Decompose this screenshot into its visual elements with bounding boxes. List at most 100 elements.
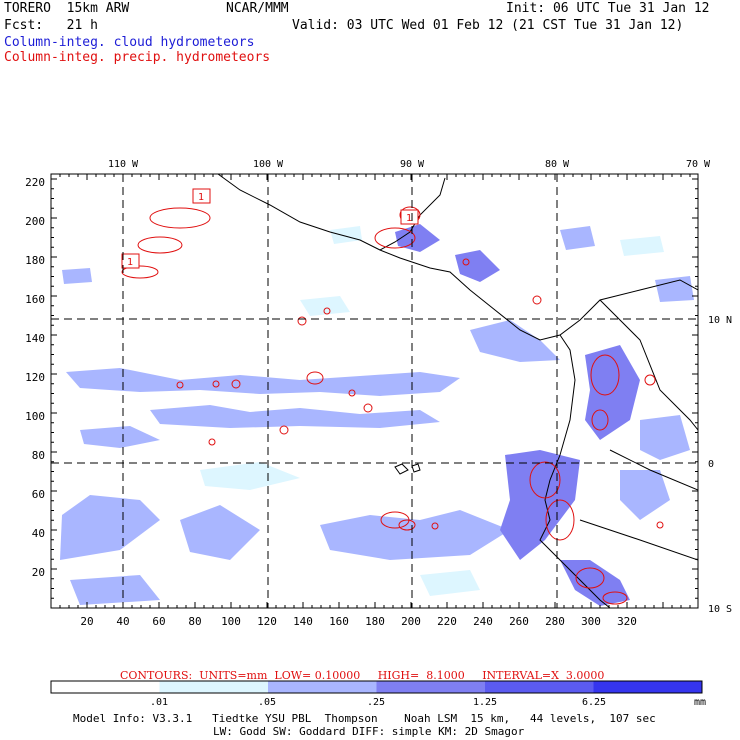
colombia-border bbox=[599, 299, 698, 431]
contour-line bbox=[644, 374, 656, 386]
contour-label: 1 bbox=[406, 213, 412, 224]
center-name: NCAR/MMM bbox=[226, 1, 289, 16]
lat-label: 10 N bbox=[708, 315, 732, 326]
x-tick-label: 260 bbox=[509, 615, 529, 628]
contour-line bbox=[149, 207, 211, 229]
valid-time: Valid: 03 UTC Wed 01 Feb 12 (21 CST Tue … bbox=[292, 18, 684, 33]
contour-line bbox=[656, 521, 664, 529]
cloud-area bbox=[620, 470, 670, 520]
legend-swatch bbox=[159, 681, 269, 693]
color-legend: .01 .05 .25 1.25 6.25 mm bbox=[50, 680, 706, 708]
lat-labels: 10 N 0 10 S bbox=[708, 315, 732, 615]
contour-label-box bbox=[192, 188, 211, 204]
cloud-area bbox=[655, 276, 694, 302]
cloud-area bbox=[60, 495, 160, 560]
y-tick-label: 80 bbox=[32, 449, 45, 462]
contour-line bbox=[591, 409, 609, 431]
cloud-area bbox=[200, 462, 300, 490]
x-tick-label: 280 bbox=[545, 615, 565, 628]
legend-threshold: .05 bbox=[258, 697, 276, 708]
legend-threshold: .01 bbox=[150, 697, 168, 708]
contour-line bbox=[137, 236, 183, 254]
contour-label: 1 bbox=[127, 257, 133, 268]
cloud-area bbox=[300, 296, 350, 316]
legend-swatch bbox=[593, 681, 703, 693]
ecuador-border bbox=[609, 449, 698, 491]
legend-swatch bbox=[376, 681, 486, 693]
shaded-fields bbox=[60, 224, 694, 606]
x-tick-label: 40 bbox=[116, 615, 129, 628]
x-tick-label: 180 bbox=[365, 615, 385, 628]
y-tick-label: 20 bbox=[32, 566, 45, 579]
galapagos bbox=[411, 463, 421, 473]
contour-line bbox=[575, 567, 605, 589]
contour-line bbox=[374, 227, 416, 249]
contour-label-box bbox=[400, 209, 419, 225]
lon-labels: 110 W 100 W 90 W 80 W 70 W bbox=[108, 159, 711, 170]
cloud-area bbox=[620, 236, 664, 256]
lat-label: 10 S bbox=[708, 604, 732, 615]
x-tick-label: 100 bbox=[221, 615, 241, 628]
south-america-coast bbox=[539, 334, 611, 608]
init-time: Init: 06 UTC Tue 31 Jan 12 bbox=[506, 1, 710, 16]
legend-swatch bbox=[485, 681, 594, 693]
cloud-area bbox=[180, 505, 260, 560]
model-title: TORERO 15km ARW bbox=[4, 1, 130, 16]
y-tick-label: 160 bbox=[25, 293, 45, 306]
axis-ticks bbox=[50, 174, 698, 609]
x-tick-label: 300 bbox=[581, 615, 601, 628]
legend-threshold: 6.25 bbox=[582, 697, 606, 708]
legend-swatches bbox=[51, 681, 703, 693]
forecast-hour: Fcst: 21 h bbox=[4, 18, 98, 33]
contour-line bbox=[590, 354, 620, 396]
peru-border bbox=[579, 519, 698, 561]
contour-line bbox=[121, 265, 159, 279]
contour-line bbox=[431, 522, 439, 530]
contour-line bbox=[398, 519, 416, 531]
cloud-area bbox=[420, 570, 480, 596]
contour-line bbox=[363, 403, 373, 413]
x-tick-label: 120 bbox=[257, 615, 277, 628]
contour-line bbox=[279, 425, 289, 435]
contour-label: 1 bbox=[198, 192, 204, 203]
legend-swatch bbox=[51, 681, 160, 693]
precip-field-title: Column-integ. precip. hydrometeors bbox=[4, 50, 271, 65]
contour-line bbox=[208, 438, 216, 446]
galapagos bbox=[394, 463, 409, 475]
grid-x-labels: 20 40 60 80 100 120 140 160 180 200 220 … bbox=[80, 615, 637, 628]
y-tick-label: 40 bbox=[32, 527, 45, 540]
contour-line bbox=[545, 499, 575, 541]
y-tick-label: 140 bbox=[25, 332, 45, 345]
cloud-area bbox=[150, 405, 440, 428]
x-tick-label: 140 bbox=[293, 615, 313, 628]
cloud-area bbox=[395, 224, 440, 252]
y-tick-label: 180 bbox=[25, 254, 45, 267]
y-tick-label: 200 bbox=[25, 215, 45, 228]
legend-unit: mm bbox=[694, 697, 706, 708]
central-america-coast bbox=[379, 249, 698, 341]
legend-labels: .01 .05 .25 1.25 6.25 mm bbox=[150, 697, 706, 708]
contour-line bbox=[323, 307, 331, 315]
cloud-area bbox=[80, 426, 160, 448]
y-tick-label: 60 bbox=[32, 488, 45, 501]
legend-threshold: 1.25 bbox=[473, 697, 497, 708]
cloud-area bbox=[70, 575, 160, 605]
lon-label: 70 W bbox=[686, 159, 711, 170]
x-tick-label: 240 bbox=[473, 615, 493, 628]
cloud-area bbox=[62, 268, 92, 284]
contour-line bbox=[231, 379, 241, 389]
legend-threshold: .25 bbox=[367, 697, 385, 708]
mexico-coast bbox=[217, 174, 446, 251]
contour-line bbox=[532, 295, 542, 305]
contour-line bbox=[348, 389, 356, 397]
legend-swatch bbox=[268, 681, 377, 693]
x-tick-label: 160 bbox=[329, 615, 349, 628]
precip-contours bbox=[121, 206, 664, 605]
lon-label: 100 W bbox=[253, 159, 284, 170]
cloud-area bbox=[455, 250, 500, 282]
cloud-area bbox=[66, 368, 460, 396]
physics-info: LW: Godd SW: Goddard DIFF: simple KM: 2D… bbox=[213, 725, 525, 738]
lat-label: 0 bbox=[708, 459, 714, 470]
grid-y-labels: 20 40 60 80 100 120 140 160 180 200 220 bbox=[25, 176, 45, 579]
